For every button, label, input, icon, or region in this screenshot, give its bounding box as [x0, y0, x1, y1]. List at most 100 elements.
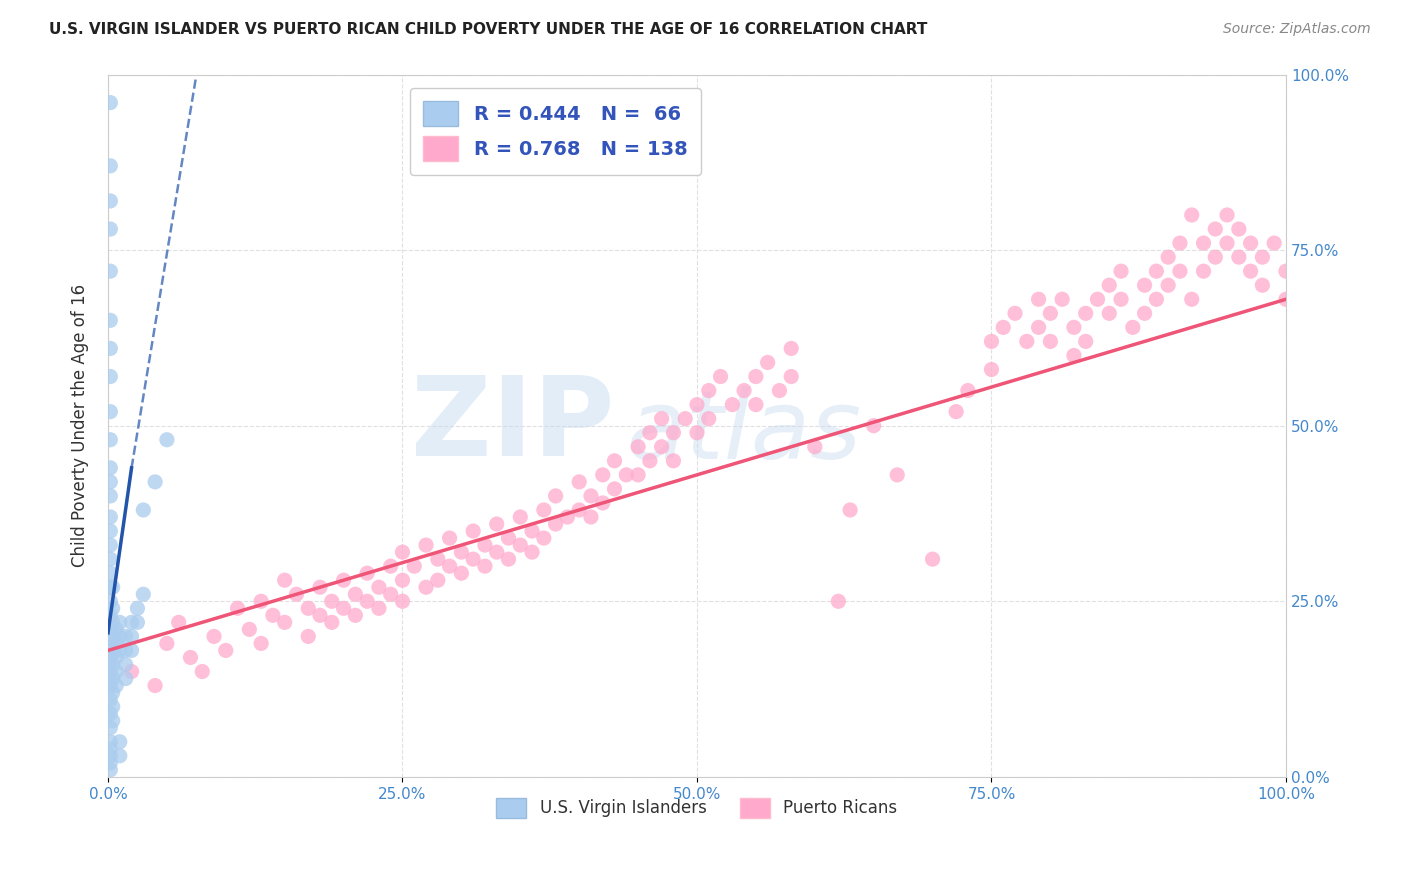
Point — [1144, 293, 1167, 307]
Point — [98, 665, 121, 679]
Point — [98, 95, 121, 110]
Point — [273, 573, 295, 587]
Point — [780, 342, 803, 356]
Point — [544, 489, 567, 503]
Point — [98, 524, 121, 538]
Point — [238, 623, 260, 637]
Point — [745, 398, 768, 412]
Point — [1074, 306, 1097, 320]
Point — [98, 342, 121, 356]
Point — [391, 573, 413, 587]
Point — [273, 615, 295, 630]
Point — [520, 545, 543, 559]
Point — [1239, 236, 1261, 251]
Point — [114, 672, 136, 686]
Point — [215, 643, 238, 657]
Point — [993, 320, 1015, 334]
Point — [544, 516, 567, 531]
Point — [380, 559, 402, 574]
Point — [101, 643, 124, 657]
Point — [603, 482, 626, 496]
Point — [98, 748, 121, 763]
Point — [1004, 306, 1026, 320]
Point — [1157, 250, 1180, 264]
Point — [498, 552, 520, 566]
Point — [557, 510, 579, 524]
Point — [1122, 320, 1144, 334]
Point — [1263, 236, 1285, 251]
Point — [1050, 293, 1073, 307]
Point — [143, 475, 166, 489]
Point — [1251, 278, 1274, 293]
Point — [697, 384, 720, 398]
Point — [1192, 236, 1215, 251]
Point — [156, 636, 179, 650]
Point — [1168, 264, 1191, 278]
Point — [309, 580, 332, 594]
Point — [1028, 320, 1050, 334]
Point — [1275, 264, 1298, 278]
Point — [980, 362, 1002, 376]
Point — [638, 454, 661, 468]
Point — [756, 355, 779, 369]
Point — [143, 679, 166, 693]
Point — [1144, 264, 1167, 278]
Point — [980, 334, 1002, 349]
Point — [1028, 293, 1050, 307]
Point — [450, 566, 472, 581]
Point — [98, 741, 121, 756]
Y-axis label: Child Poverty Under the Age of 16: Child Poverty Under the Age of 16 — [72, 285, 89, 567]
Point — [827, 594, 849, 608]
Point — [450, 545, 472, 559]
Point — [98, 433, 121, 447]
Point — [627, 467, 650, 482]
Point — [98, 594, 121, 608]
Point — [579, 489, 602, 503]
Point — [1181, 293, 1204, 307]
Point — [179, 650, 201, 665]
Point — [614, 467, 637, 482]
Point — [98, 264, 121, 278]
Point — [191, 665, 214, 679]
Point — [114, 629, 136, 643]
Point — [1063, 348, 1085, 362]
Point — [356, 594, 378, 608]
Point — [945, 404, 967, 418]
Point — [533, 503, 555, 517]
Point — [1039, 334, 1062, 349]
Point — [98, 369, 121, 384]
Point — [1133, 306, 1156, 320]
Point — [1168, 236, 1191, 251]
Point — [98, 735, 121, 749]
Point — [344, 587, 367, 601]
Point — [391, 594, 413, 608]
Point — [651, 411, 673, 425]
Point — [262, 608, 284, 623]
Point — [98, 510, 121, 524]
Point — [98, 552, 121, 566]
Point — [98, 489, 121, 503]
Point — [463, 552, 485, 566]
Point — [332, 573, 354, 587]
Point — [127, 601, 149, 615]
Point — [1227, 222, 1250, 236]
Point — [415, 580, 437, 594]
Point — [98, 623, 121, 637]
Point — [332, 601, 354, 615]
Point — [309, 608, 332, 623]
Point — [592, 496, 614, 510]
Point — [108, 615, 131, 630]
Point — [344, 608, 367, 623]
Point — [733, 384, 755, 398]
Point — [1133, 278, 1156, 293]
Point — [121, 615, 143, 630]
Point — [167, 615, 190, 630]
Point — [98, 475, 121, 489]
Point — [1109, 293, 1132, 307]
Point — [391, 545, 413, 559]
Point — [1251, 250, 1274, 264]
Point — [98, 313, 121, 327]
Point — [721, 398, 744, 412]
Point — [803, 440, 825, 454]
Point — [638, 425, 661, 440]
